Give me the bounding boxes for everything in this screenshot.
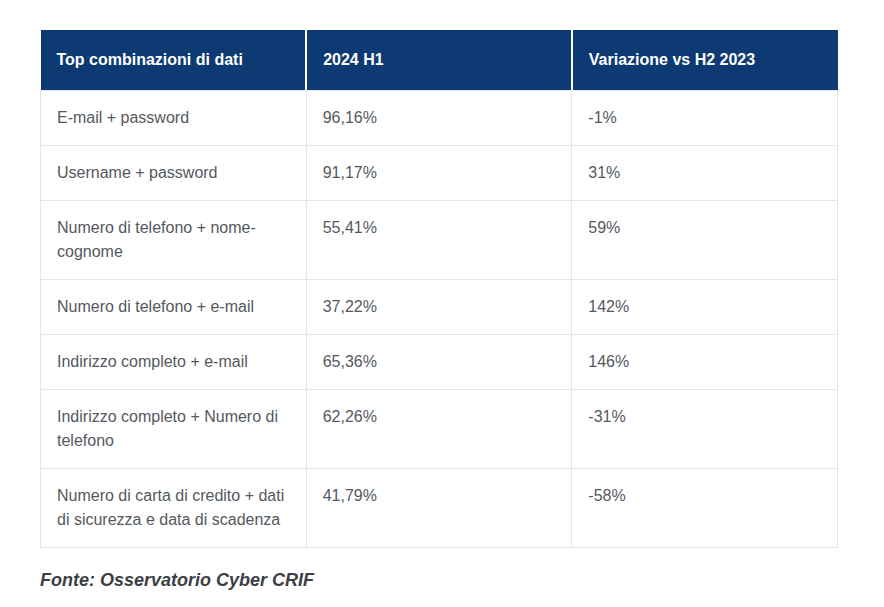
variation-cell: -58% (572, 469, 838, 548)
combination-cell: Indirizzo completo + Numero di telefono (41, 390, 307, 469)
variation-cell: 142% (572, 280, 838, 335)
variation-cell: -1% (572, 91, 838, 146)
h1-2024-cell: 55,41% (306, 201, 572, 280)
table-header: Top combinazioni di dati 2024 H1 Variazi… (41, 30, 838, 91)
variation-cell: 59% (572, 201, 838, 280)
h1-2024-cell: 62,26% (306, 390, 572, 469)
variation-cell: 146% (572, 335, 838, 390)
table-row: Username + password 91,17% 31% (41, 146, 838, 201)
variation-cell: 31% (572, 146, 838, 201)
h1-2024-cell: 41,79% (306, 469, 572, 548)
combination-cell: E-mail + password (41, 91, 307, 146)
column-header-variation: Variazione vs H2 2023 (572, 30, 838, 91)
table-row: Numero di carta di credito + dati di sic… (41, 469, 838, 548)
combination-cell: Username + password (41, 146, 307, 201)
h1-2024-cell: 37,22% (306, 280, 572, 335)
table-body: E-mail + password 96,16% -1% Username + … (41, 91, 838, 548)
data-combinations-table: Top combinazioni di dati 2024 H1 Variazi… (40, 30, 838, 548)
page: Top combinazioni di dati 2024 H1 Variazi… (0, 0, 884, 607)
combination-cell: Numero di telefono + e-mail (41, 280, 307, 335)
h1-2024-cell: 91,17% (306, 146, 572, 201)
combination-cell: Indirizzo completo + e-mail (41, 335, 307, 390)
source-note: Fonte: Osservatorio Cyber CRIF (40, 570, 314, 591)
h1-2024-cell: 96,16% (306, 91, 572, 146)
column-header-2024-h1: 2024 H1 (306, 30, 572, 91)
table-row: Numero di telefono + e-mail 37,22% 142% (41, 280, 838, 335)
column-header-combinations: Top combinazioni di dati (41, 30, 307, 91)
table-row: Indirizzo completo + Numero di telefono … (41, 390, 838, 469)
combination-cell: Numero di carta di credito + dati di sic… (41, 469, 307, 548)
data-combinations-table-wrap: Top combinazioni di dati 2024 H1 Variazi… (40, 30, 838, 548)
variation-cell: -31% (572, 390, 838, 469)
table-row: E-mail + password 96,16% -1% (41, 91, 838, 146)
combination-cell: Numero di telefono + nome-cognome (41, 201, 307, 280)
h1-2024-cell: 65,36% (306, 335, 572, 390)
table-row: Numero di telefono + nome-cognome 55,41%… (41, 201, 838, 280)
table-row: Indirizzo completo + e-mail 65,36% 146% (41, 335, 838, 390)
header-row: Top combinazioni di dati 2024 H1 Variazi… (41, 30, 838, 91)
